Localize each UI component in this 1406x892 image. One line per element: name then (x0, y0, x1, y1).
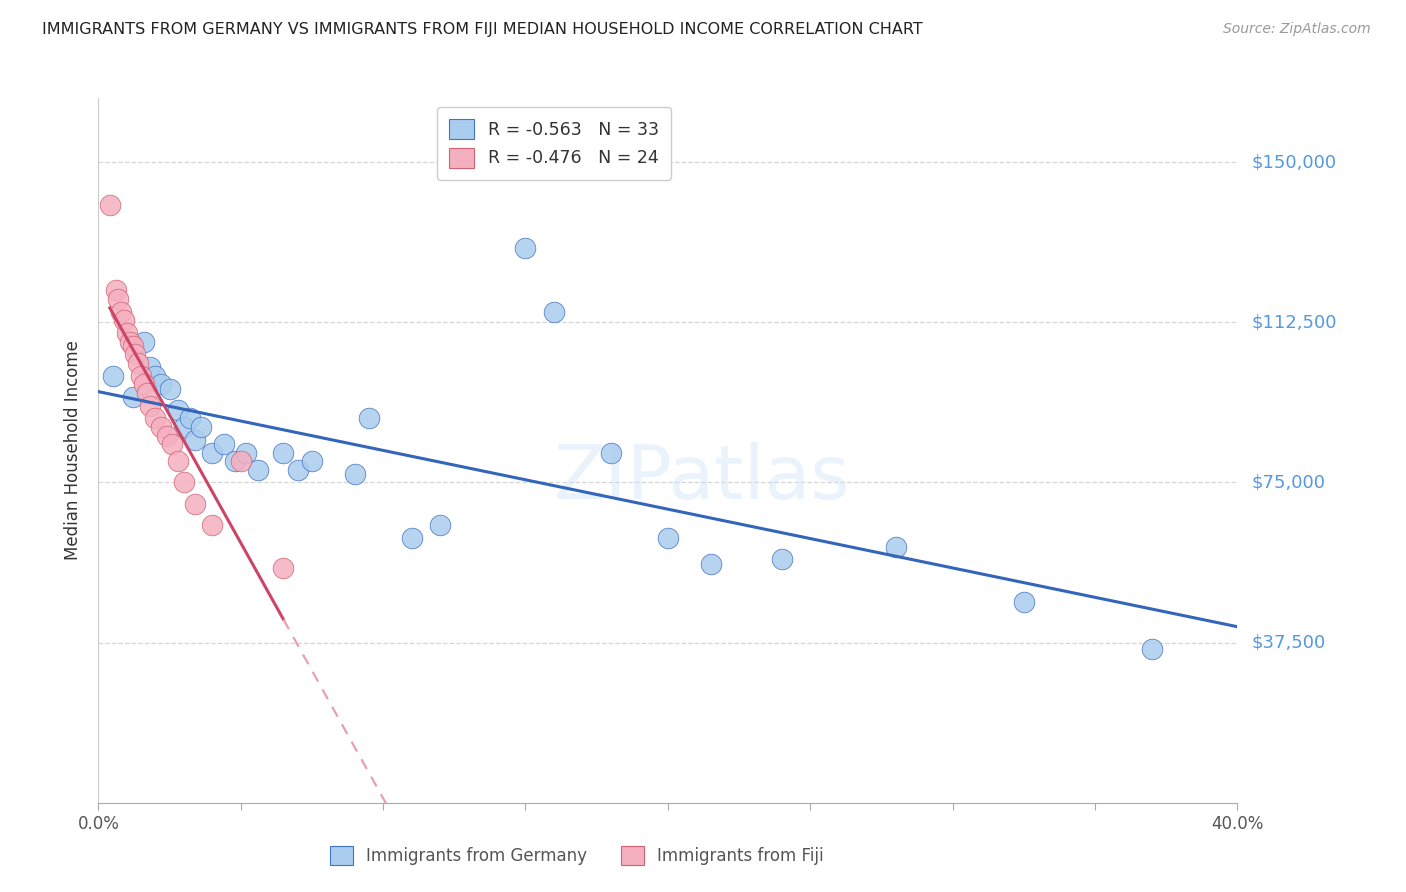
Text: ZIPatlas: ZIPatlas (554, 442, 851, 516)
Point (145, 368, 167, 383)
Point (104, 283, 127, 297)
Point (173, 420, 195, 434)
Point (159, 382, 181, 396)
Point (401, 531, 423, 545)
Point (179, 411, 201, 425)
Legend: Immigrants from Germany, Immigrants from Fiji: Immigrants from Germany, Immigrants from… (323, 839, 831, 872)
Point (167, 403, 190, 417)
Point (145, 411, 167, 425)
Point (129, 368, 152, 383)
Point (301, 454, 323, 468)
Point (127, 356, 149, 370)
Point (110, 304, 132, 318)
Point (124, 347, 146, 361)
Point (121, 339, 143, 353)
Point (343, 467, 366, 481)
Y-axis label: Median Household Income: Median Household Income (65, 341, 83, 560)
Point (135, 385, 157, 400)
Point (429, 518, 451, 533)
Point (201, 518, 224, 533)
Text: $112,500: $112,500 (1251, 313, 1337, 331)
Point (1140, 642, 1163, 657)
Point (162, 437, 184, 451)
Point (167, 454, 190, 468)
Point (515, 241, 537, 255)
Point (118, 334, 141, 349)
Point (190, 420, 212, 434)
Point (132, 377, 155, 392)
Text: IMMIGRANTS FROM GERMANY VS IMMIGRANTS FROM FIJI MEDIAN HOUSEHOLD INCOME CORRELAT: IMMIGRANTS FROM GERMANY VS IMMIGRANTS FR… (42, 22, 922, 37)
Point (287, 463, 309, 477)
Point (138, 399, 160, 413)
Point (235, 445, 257, 459)
Point (212, 437, 235, 451)
Point (150, 377, 173, 392)
Point (246, 463, 269, 477)
Point (184, 433, 207, 447)
Point (201, 445, 224, 459)
Point (132, 334, 155, 349)
Point (138, 360, 160, 375)
Point (98, 198, 121, 212)
Point (229, 454, 252, 468)
Point (121, 390, 143, 404)
Point (770, 552, 793, 566)
Text: $37,500: $37,500 (1251, 633, 1326, 652)
Point (543, 304, 565, 318)
Point (184, 497, 207, 511)
Point (156, 428, 179, 442)
Point (150, 420, 173, 434)
Text: Source: ZipAtlas.com: Source: ZipAtlas.com (1223, 22, 1371, 37)
Point (101, 368, 124, 383)
Text: $150,000: $150,000 (1251, 153, 1336, 171)
Point (699, 557, 721, 571)
Text: $75,000: $75,000 (1251, 474, 1326, 491)
Point (884, 540, 907, 554)
Point (357, 411, 380, 425)
Point (273, 561, 295, 575)
Point (107, 292, 129, 306)
Point (1012, 595, 1035, 609)
Point (657, 531, 679, 545)
Point (273, 445, 295, 459)
Point (224, 454, 246, 468)
Point (600, 445, 623, 459)
Point (115, 326, 138, 340)
Point (173, 475, 195, 490)
Point (112, 313, 135, 327)
